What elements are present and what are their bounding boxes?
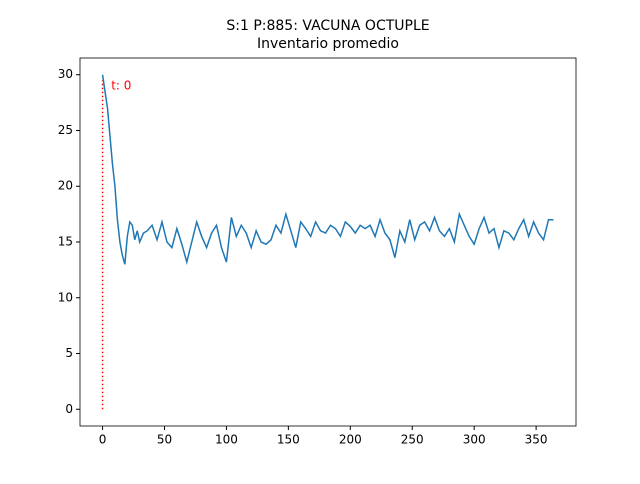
y-tick-label: 5 [65,346,73,360]
chart-title: S:1 P:885: VACUNA OCTUPLE [226,18,429,34]
x-tick-label: 250 [401,433,424,447]
x-tick-label: 150 [277,433,300,447]
y-tick-label: 15 [58,235,73,249]
x-tick-label: 350 [525,433,548,447]
x-tick-label: 50 [157,433,172,447]
x-tick-label: 300 [463,433,486,447]
plot-frame [79,57,577,427]
y-tick-label: 10 [58,290,73,304]
y-tick-label: 20 [58,179,73,193]
x-tick-label: 0 [99,433,107,447]
y-tick-label: 30 [58,67,73,81]
x-tick-label: 200 [339,433,362,447]
chart-subtitle: Inventario promedio [257,36,399,52]
y-tick-label: 25 [58,123,73,137]
y-tick-label: 0 [65,402,73,416]
annotation: t: 0 [111,78,131,92]
data-line [101,74,554,266]
x-tick-label: 100 [215,433,238,447]
